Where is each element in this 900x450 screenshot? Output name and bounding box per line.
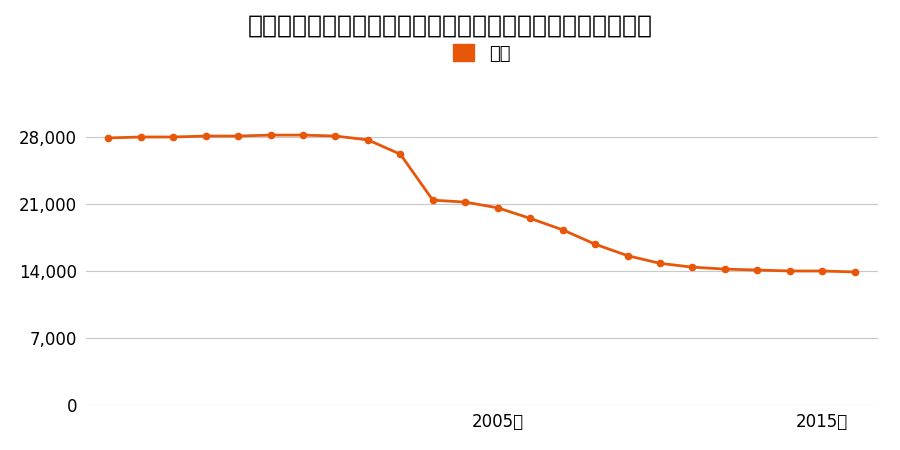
Text: 北海道苫小牧市有珠の沢町５丁目４０５番１９２の地価推移: 北海道苫小牧市有珠の沢町５丁目４０５番１９２の地価推移	[248, 14, 652, 37]
Legend: 価格: 価格	[446, 37, 518, 70]
